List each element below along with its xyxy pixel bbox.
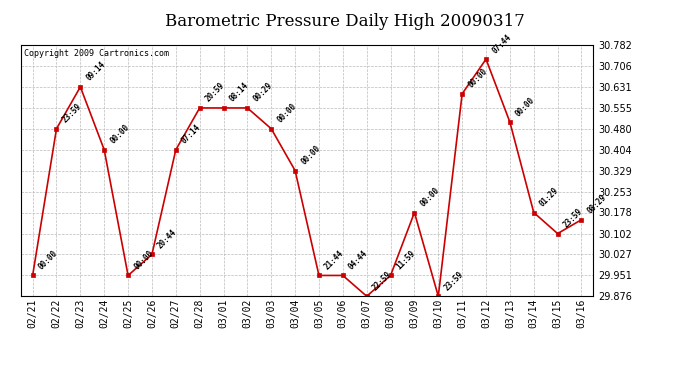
Text: 04:44: 04:44: [347, 249, 370, 271]
Text: 00:00: 00:00: [37, 249, 59, 271]
Text: 21:44: 21:44: [323, 249, 346, 271]
Text: 20:44: 20:44: [156, 228, 179, 250]
Text: 00:00: 00:00: [299, 144, 322, 166]
Text: 20:59: 20:59: [204, 81, 226, 104]
Text: Barometric Pressure Daily High 20090317: Barometric Pressure Daily High 20090317: [165, 13, 525, 30]
Text: 08:14: 08:14: [228, 81, 250, 104]
Text: 22:59: 22:59: [371, 269, 393, 292]
Text: 08:29: 08:29: [586, 193, 609, 216]
Text: 07:44: 07:44: [490, 32, 513, 55]
Text: 01:29: 01:29: [538, 186, 561, 209]
Text: 00:00: 00:00: [132, 249, 155, 271]
Text: 00:00: 00:00: [419, 186, 442, 209]
Text: 00:29: 00:29: [252, 81, 275, 104]
Text: 23:59: 23:59: [442, 269, 465, 292]
Text: 23:59: 23:59: [61, 102, 83, 125]
Text: Copyright 2009 Cartronics.com: Copyright 2009 Cartronics.com: [23, 49, 168, 58]
Text: 23:59: 23:59: [562, 207, 584, 230]
Text: 00:00: 00:00: [466, 67, 489, 90]
Text: 11:59: 11:59: [395, 249, 417, 271]
Text: 00:00: 00:00: [108, 123, 131, 146]
Text: 00:00: 00:00: [514, 95, 537, 118]
Text: 07:14: 07:14: [180, 123, 203, 146]
Text: 00:00: 00:00: [275, 102, 298, 125]
Text: 09:14: 09:14: [84, 60, 107, 83]
